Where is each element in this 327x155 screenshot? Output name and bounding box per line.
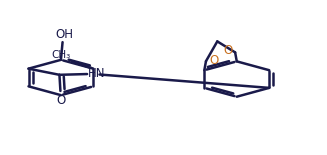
Text: O: O bbox=[56, 94, 65, 107]
Text: O: O bbox=[210, 54, 219, 67]
Text: O: O bbox=[223, 44, 232, 57]
Text: OH: OH bbox=[55, 28, 73, 41]
Text: HN: HN bbox=[88, 67, 106, 80]
Text: CH₃: CH₃ bbox=[51, 50, 71, 60]
